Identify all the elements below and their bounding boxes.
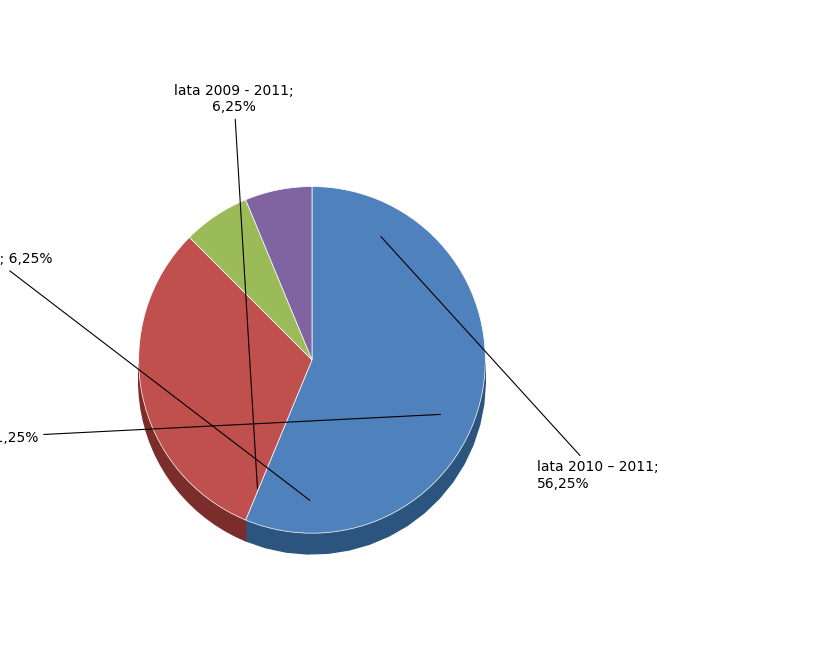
Text: rok 2010; 6,25%: rok 2010; 6,25% <box>0 253 310 500</box>
Text: rok 2011; 31,25%: rok 2011; 31,25% <box>0 414 440 445</box>
Text: lata 2009 - 2011;
6,25%: lata 2009 - 2011; 6,25% <box>174 83 294 488</box>
Wedge shape <box>245 187 312 360</box>
Text: lata 2010 – 2011;
56,25%: lata 2010 – 2011; 56,25% <box>381 236 659 490</box>
Wedge shape <box>245 187 485 533</box>
Polygon shape <box>245 362 485 554</box>
Wedge shape <box>190 200 312 360</box>
Polygon shape <box>139 364 245 541</box>
Wedge shape <box>139 237 312 520</box>
